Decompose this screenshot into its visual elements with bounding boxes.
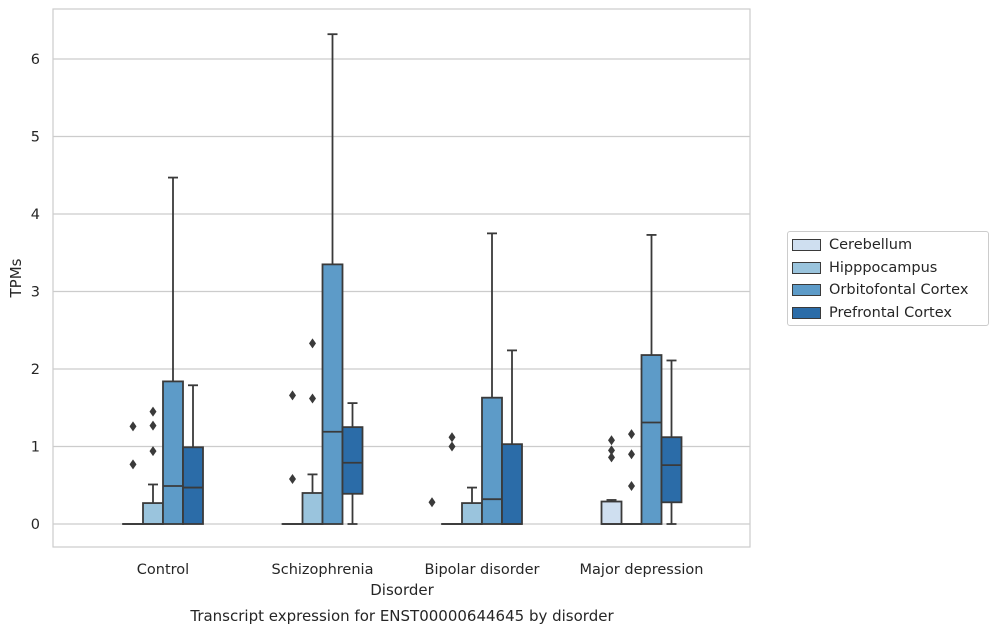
y-tick-label: 4 <box>31 207 40 223</box>
box-iqr <box>143 503 163 524</box>
y-tick-label: 0 <box>31 517 40 533</box>
legend: Cerebellum Hipppocampus Orbitofontal Corte… <box>787 231 989 326</box>
x-axis-label: Disorder <box>370 581 434 599</box>
legend-label: Hipppocampus <box>829 260 937 276</box>
legend-label: Cerebellum <box>829 237 912 253</box>
box-iqr <box>163 381 183 524</box>
box-iqr <box>482 398 502 524</box>
box-iqr <box>662 437 682 502</box>
x-tick-label: Schizophrenia <box>272 562 374 578</box>
box-iqr <box>602 502 622 524</box>
y-tick-label: 2 <box>31 362 40 378</box>
box-iqr <box>502 444 522 524</box>
legend-swatch <box>792 307 821 319</box>
box-iqr <box>303 493 323 524</box>
x-tick-label: Control <box>137 562 189 578</box>
box-iqr <box>343 427 363 494</box>
box-iqr <box>323 264 343 524</box>
y-tick-label: 5 <box>31 130 40 146</box>
y-tick-label: 6 <box>31 52 40 68</box>
legend-label: Prefrontal Cortex <box>829 305 952 321</box>
x-tick-label: Bipolar disorder <box>425 562 540 578</box>
box-iqr <box>183 447 203 524</box>
legend-item: Hipppocampus <box>792 259 937 277</box>
legend-item: Cerebellum <box>792 236 912 254</box>
legend-swatch <box>792 284 821 296</box>
x-tick-label: Major depression <box>580 562 704 578</box>
legend-label: Orbitofontal Cortex <box>829 282 968 298</box>
box-iqr <box>462 503 482 524</box>
legend-item: Orbitofontal Cortex <box>792 281 968 299</box>
y-axis-label: TPMs <box>7 258 25 298</box>
chart-title: Transcript expression for ENST0000064464… <box>189 607 614 625</box>
y-tick-label: 3 <box>31 285 40 301</box>
legend-swatch <box>792 262 821 274</box>
box-cerebellum <box>602 500 622 524</box>
legend-item: Prefrontal Cortex <box>792 304 952 322</box>
box-iqr <box>642 355 662 524</box>
legend-swatch <box>792 239 821 251</box>
y-tick-label: 1 <box>31 440 40 456</box>
